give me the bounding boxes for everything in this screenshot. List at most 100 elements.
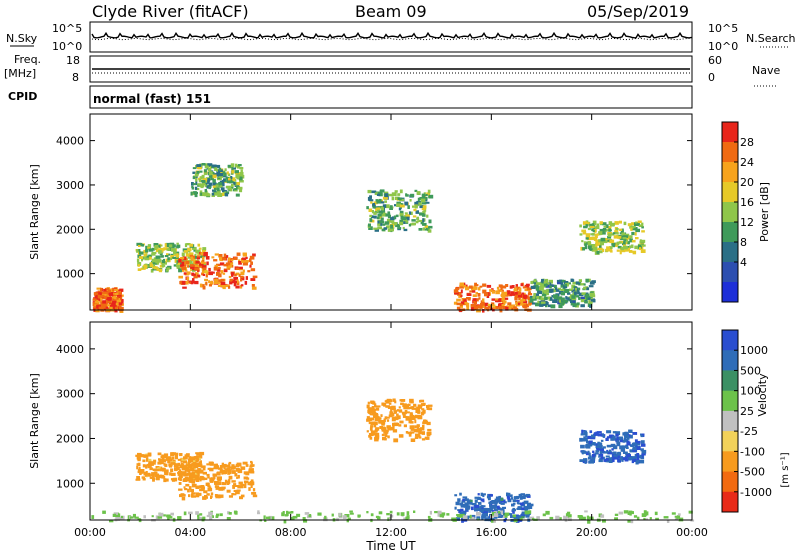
power-cell (150, 269, 154, 273)
velocity-cell (494, 515, 498, 519)
velocity-colorbar-frame (721, 329, 739, 513)
power-cell (231, 273, 234, 277)
power-cell (532, 302, 536, 305)
velocity-cell (171, 456, 175, 460)
velocity-cell (635, 447, 641, 450)
power-cell (490, 302, 495, 305)
velocity-cell (142, 464, 146, 468)
velocity-cell (137, 471, 141, 474)
velocity-cell (635, 460, 639, 465)
power-cell (514, 293, 518, 297)
power-cell (629, 235, 633, 239)
power-cell (404, 201, 409, 206)
power-cell (115, 302, 119, 306)
power-cell (206, 261, 209, 266)
velocity-cell (632, 432, 638, 435)
power-cell (235, 182, 240, 186)
velocity-cell (416, 429, 420, 433)
power-cell (193, 257, 196, 261)
power-cell (499, 309, 503, 313)
velocity-cell (244, 481, 247, 485)
velocity-cell (191, 492, 196, 495)
velocity-cell (206, 514, 211, 518)
power-cell (409, 199, 412, 202)
power-cell (99, 298, 102, 302)
velocity-cell (195, 492, 199, 497)
velocity-cell (583, 436, 586, 440)
power-cell (377, 206, 382, 209)
power-cell (396, 201, 401, 204)
velocity-cell (184, 474, 188, 477)
power-cell (527, 303, 532, 306)
velocity-cell (212, 473, 217, 477)
power-cell (635, 228, 640, 233)
power-cell (233, 256, 238, 260)
velocity-cell (408, 417, 413, 421)
power-cell (196, 167, 202, 170)
power-cell (193, 261, 196, 264)
power-cell (399, 212, 404, 217)
velocity-cell (462, 498, 467, 502)
power-cell (195, 249, 201, 254)
power-cell (496, 286, 500, 290)
power-cell (594, 233, 598, 236)
power-cell (200, 252, 203, 255)
power-cell (103, 291, 108, 294)
velocity-cell (113, 512, 118, 515)
velocity-cell (595, 450, 599, 453)
power-cell (598, 231, 603, 235)
velocity-cell (598, 455, 601, 458)
velocity-cell (417, 410, 421, 414)
nave-label: Nave (752, 64, 780, 77)
velocity-cell (599, 447, 604, 452)
velocity-cell (369, 433, 374, 436)
power-cell (383, 227, 388, 230)
velocity-cell (206, 463, 211, 466)
velocity-cell (148, 458, 152, 462)
power-cell (506, 291, 509, 295)
velocity-cell (376, 405, 381, 408)
nave-tick-bottom: 0 (708, 71, 715, 84)
power-cell (389, 228, 394, 232)
velocity-cell (406, 411, 410, 414)
power-cell (470, 304, 475, 307)
power-cell (456, 306, 461, 310)
velocity-cell (243, 471, 249, 475)
power-cell (381, 209, 385, 213)
power-cell (560, 288, 565, 291)
power-cell (426, 192, 430, 196)
power-cell (203, 170, 208, 175)
power-cell (220, 187, 225, 191)
power-colorbar-swatch (722, 282, 738, 303)
power-cell (460, 294, 463, 297)
velocity-cell (396, 413, 399, 417)
power-cell (208, 175, 213, 178)
velocity-cell (627, 434, 631, 437)
velocity-cell (581, 516, 586, 521)
power-cell (201, 163, 206, 166)
power-cell (416, 200, 421, 204)
power-cell (631, 239, 636, 243)
power-cell (139, 242, 143, 247)
velocity-cell (424, 436, 428, 440)
velocity-cell (497, 515, 503, 518)
velocity-cell (416, 427, 420, 430)
velocity-cell (224, 479, 228, 484)
velocity-cell (344, 514, 350, 518)
velocity-cell (624, 458, 629, 462)
power-cell (238, 261, 242, 265)
power-cell (226, 171, 229, 175)
power-cell (114, 308, 118, 313)
power-cell (225, 284, 230, 288)
power-colorbar-tick-label: 8 (740, 236, 747, 249)
power-cell (592, 229, 595, 233)
velocity-cell (400, 399, 406, 402)
velocity-cell (474, 505, 480, 508)
power-cell (167, 253, 171, 256)
velocity-cell (482, 493, 486, 496)
power-cell (530, 285, 536, 289)
velocity-cell (526, 507, 530, 510)
velocity-cell (199, 513, 203, 516)
x-tick-label: 16:00 (475, 526, 507, 539)
power-cell (627, 241, 630, 245)
